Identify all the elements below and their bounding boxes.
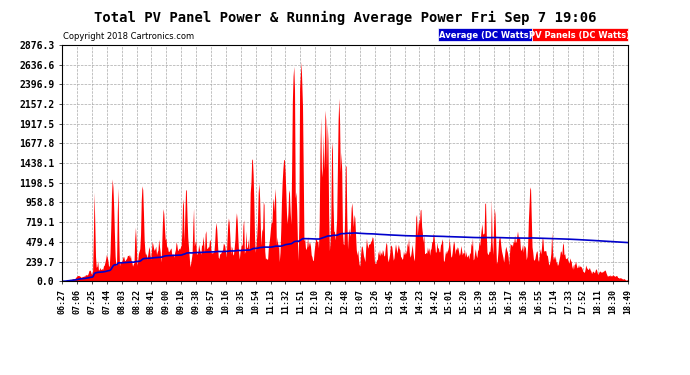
FancyBboxPatch shape [438, 28, 532, 42]
Text: PV Panels (DC Watts): PV Panels (DC Watts) [529, 31, 630, 40]
Text: Copyright 2018 Cartronics.com: Copyright 2018 Cartronics.com [63, 33, 194, 42]
Text: Average (DC Watts): Average (DC Watts) [439, 31, 532, 40]
FancyBboxPatch shape [532, 28, 628, 42]
Text: Total PV Panel Power & Running Average Power Fri Sep 7 19:06: Total PV Panel Power & Running Average P… [94, 11, 596, 26]
